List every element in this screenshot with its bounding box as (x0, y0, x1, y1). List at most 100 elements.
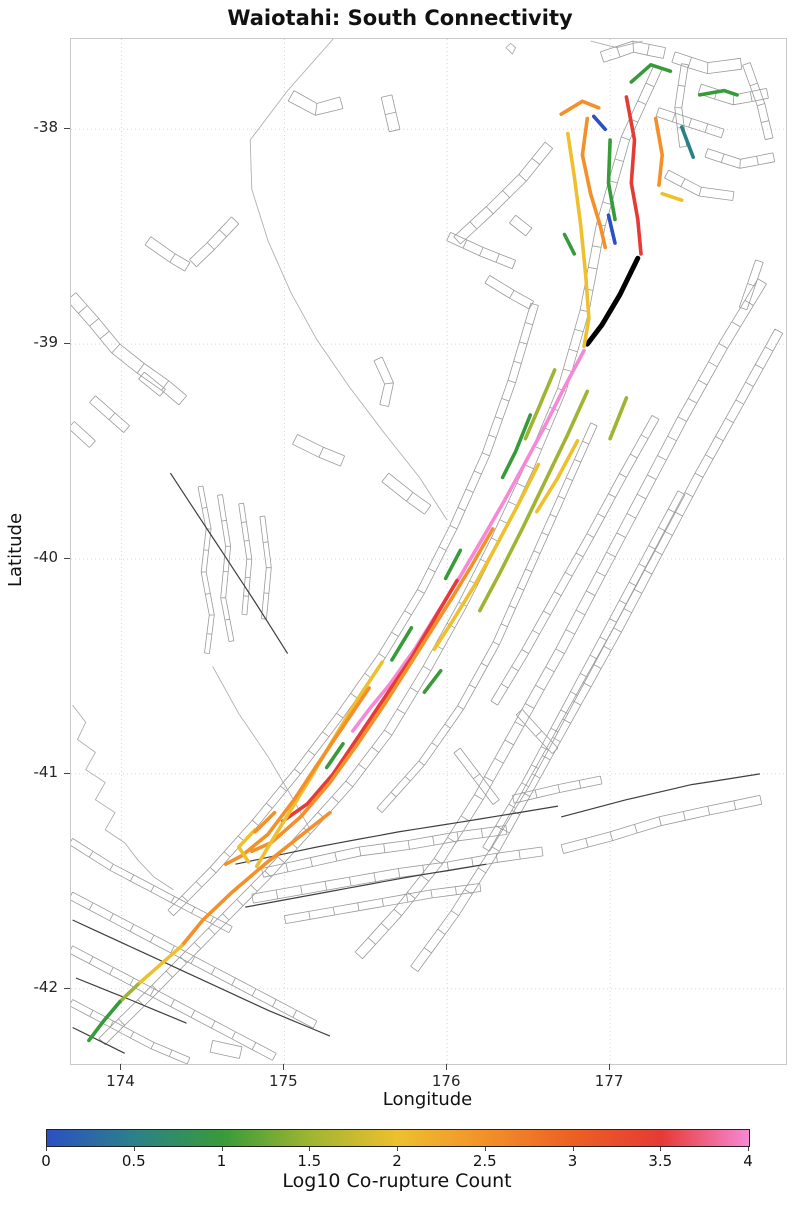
y-axis-label: Latitude (5, 512, 26, 588)
fault-trace (484, 275, 534, 310)
rupture-trace-black (584, 255, 641, 347)
rupture-trace-gold (535, 439, 580, 514)
rupture-trace-red (280, 578, 459, 823)
rupture-trace-olive (608, 396, 629, 441)
fault-trace (381, 472, 432, 515)
gridlines (71, 39, 786, 1064)
fault-trace-dark (169, 472, 289, 654)
rupture-trace-green (606, 138, 617, 222)
rupture-trace-orange (580, 116, 607, 250)
coastline (505, 42, 517, 55)
fault-trace (71, 421, 96, 448)
rupture-trace-orange (653, 116, 664, 187)
y-tick-mark (64, 343, 70, 345)
fault-trace (512, 775, 603, 804)
fault-trace (217, 494, 235, 642)
colorbar-tick-mark (572, 1147, 574, 1151)
fault-trace (515, 709, 559, 754)
fault-trace (251, 846, 544, 904)
fault-trace (238, 502, 253, 616)
y-tick-mark (64, 558, 70, 560)
fault-trace (446, 232, 516, 270)
y-tick-label: -42 (33, 977, 59, 996)
fault-trace (138, 371, 166, 397)
colorbar-tick-label: 0 (41, 1152, 51, 1170)
fault-trace (89, 395, 130, 433)
x-axis-label: Longitude (382, 1089, 473, 1110)
y-tick-mark (64, 772, 70, 774)
fault-trace (292, 434, 345, 467)
fault-trace (738, 259, 764, 311)
x-tick-mark (609, 1064, 611, 1070)
fault-trace (189, 216, 240, 268)
colorbar-tick-mark (46, 1147, 47, 1151)
fault-trace (71, 292, 187, 406)
colorbar-tick-label: 1.5 (297, 1152, 322, 1170)
colorbar-tick-mark (484, 1147, 486, 1151)
rupture-trace-green (629, 63, 673, 84)
rupture-trace-orange (559, 99, 601, 116)
x-tick-label: 177 (594, 1072, 624, 1090)
y-tick-mark (64, 128, 70, 130)
map-canvas (71, 39, 786, 1064)
colorbar-tick-label: 2.5 (472, 1152, 497, 1170)
rupture-trace-gold (136, 944, 184, 987)
x-tick-label: 174 (106, 1072, 135, 1090)
y-tick-mark (64, 987, 70, 989)
colorbar-tick-label: 0.5 (121, 1152, 146, 1170)
fault-trace (380, 94, 401, 133)
fault-trace-dark (72, 1026, 125, 1054)
rupture-trace-orange (250, 621, 438, 854)
rupture-trace-blue (606, 213, 617, 245)
colorbar (46, 1129, 750, 1147)
colorbar-label: Log10 Co-rupture Count (282, 1170, 512, 1192)
fault-trace (354, 278, 767, 959)
fault-trace (259, 515, 272, 620)
rupture-trace-green (443, 548, 463, 581)
rupture-trace-gold (432, 462, 541, 652)
fault-trace (560, 795, 763, 854)
fault-trace (490, 415, 660, 706)
fault-trace (376, 422, 598, 813)
rupture-trace-gold (237, 828, 257, 864)
coastlines (72, 39, 643, 891)
rupture-trace-orange (223, 686, 371, 866)
y-tick-label: -40 (33, 548, 59, 567)
rupture-trace-blue (592, 114, 607, 132)
fault-trace (71, 999, 191, 1064)
fault-network (71, 40, 784, 1064)
fault-trace (664, 169, 735, 201)
y-tick-label: -41 (33, 762, 59, 781)
fault-trace (71, 891, 318, 1029)
rupture-trace-green (324, 742, 345, 770)
colorbar-tick-label: 3 (567, 1152, 578, 1170)
x-tick-mark (283, 1064, 285, 1070)
colorbar-tick-label: 4 (743, 1152, 753, 1170)
fault-trace (704, 148, 776, 169)
fault-trace (197, 485, 215, 654)
fault-trace-dark (72, 919, 331, 1037)
rupture-trace-olive (478, 389, 590, 613)
fault-trace-dark (245, 863, 487, 908)
x-tick-mark (446, 1064, 448, 1070)
rupture-trace-green (697, 88, 739, 97)
fault-trace (261, 825, 508, 878)
fault-trace-dark (235, 805, 559, 865)
fault-trace (482, 490, 686, 852)
fault-trace (373, 356, 394, 407)
rupture-trace-pink (351, 348, 586, 733)
rupture-trace-green (390, 626, 414, 662)
fault-trace (209, 1040, 243, 1059)
colorbar-tick-mark (660, 1147, 662, 1151)
fault-trace (144, 236, 191, 272)
x-tick-mark (120, 1064, 122, 1070)
fault-trace (655, 107, 725, 139)
rupture-trace-gold (566, 131, 591, 349)
plot-area (70, 38, 787, 1065)
fault-trace (71, 945, 277, 1061)
fault-trace (453, 747, 500, 805)
fault-trace (287, 90, 344, 116)
y-tick-label: -38 (33, 118, 59, 137)
rupture-trace-gold (660, 191, 684, 202)
